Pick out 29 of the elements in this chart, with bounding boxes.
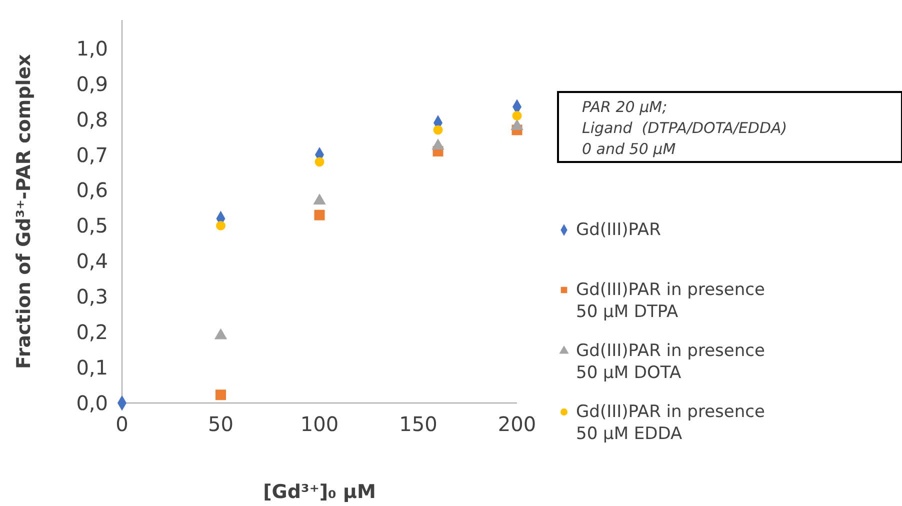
legend-label: Gd(III)PAR in presence 50 μM DTPA: [576, 280, 765, 322]
point: [314, 210, 325, 220]
legend-label: Gd(III)PAR in presence 50 μM EDDA: [576, 402, 765, 444]
point: [433, 125, 443, 135]
y-tick-label: 0,4: [76, 249, 108, 274]
y-tick-label: 0,2: [76, 320, 108, 344]
x-tick-label: 150: [399, 412, 438, 436]
text: PAR 20 μM; Ligand (DTPA/DOTA/EDDA) 0 and 50 μM: [582, 98, 788, 158]
y-tick-label: 0,7: [76, 142, 108, 167]
y-tick-label: 0,0: [76, 391, 108, 415]
point: [314, 157, 324, 167]
x-axis-title: [Gd³⁺]₀ μM: [263, 481, 376, 503]
legend-label: Gd(III)PAR: [576, 220, 662, 240]
y-axis-title: Fraction of Gd³⁺-PAR complex: [13, 54, 35, 369]
y-tick-label: 0,1: [76, 356, 108, 380]
x-tick-label: 50: [208, 412, 234, 436]
point: [216, 390, 226, 400]
point: [512, 111, 522, 120]
y-tick-label: 0,5: [76, 214, 108, 238]
point: [216, 220, 226, 230]
x-tick-label: 200: [498, 412, 536, 436]
legend-label: Gd(III)PAR in presence 50 μM DOTA: [576, 341, 765, 383]
y-tick-label: 0,8: [76, 107, 108, 132]
y-tick-label: 0,6: [76, 178, 108, 202]
x-tick-label: 100: [300, 412, 339, 436]
x-tick-label: 0: [116, 412, 128, 436]
y-tick-label: 1,0: [76, 36, 108, 60]
y-tick-label: 0,3: [76, 284, 108, 309]
y-tick-label: 0,9: [76, 72, 108, 96]
